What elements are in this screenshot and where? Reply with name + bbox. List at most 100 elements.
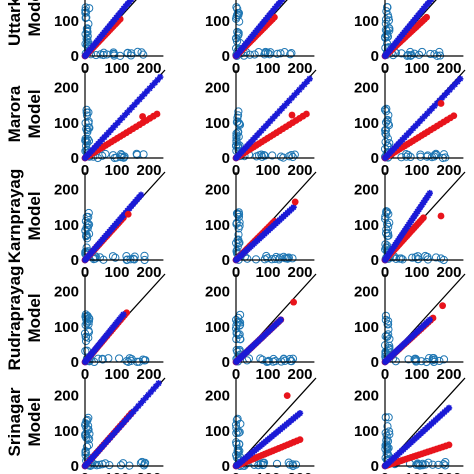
- observed-point: [83, 35, 92, 44]
- observed-point: [381, 118, 391, 127]
- observed-point: [384, 325, 393, 334]
- panel-r3-c1: 0 100 200 0 100 200: [205, 273, 317, 383]
- model-a-point: [437, 100, 445, 107]
- observed-point: [434, 460, 443, 469]
- model-b-point: [109, 431, 116, 439]
- y-tick-label: 0: [71, 458, 79, 474]
- model-b-point: [141, 90, 148, 98]
- observed-point: [392, 254, 401, 264]
- model-b-point: [296, 86, 303, 94]
- x-tick-label: 100: [404, 366, 429, 383]
- y-tick-label: 0: [371, 354, 379, 371]
- model-b-point: [445, 404, 453, 412]
- observed-point: [265, 50, 274, 59]
- observed-point: [82, 232, 91, 241]
- observed-point: [234, 28, 243, 37]
- observed-point: [382, 3, 392, 12]
- x-tick-label: 100: [404, 264, 429, 281]
- observed-point: [406, 152, 415, 162]
- observed-point: [251, 255, 261, 264]
- observed-point: [270, 254, 280, 264]
- panel-r3-c0: 0 100 200 0 100 200: [54, 273, 166, 383]
- observed-point: [286, 50, 295, 59]
- y-tick-label: 200: [354, 182, 379, 199]
- x-tick-label: 0: [381, 470, 389, 474]
- x-tick-label: 200: [287, 470, 312, 474]
- observed-point: [397, 49, 406, 58]
- model-b-point: [281, 102, 288, 110]
- model-b-point: [136, 96, 143, 103]
- model-b-point: [306, 75, 313, 82]
- observed-point: [430, 50, 439, 59]
- observed-point: [402, 152, 411, 161]
- x-tick-label: 100: [104, 366, 129, 383]
- model-b-point: [107, 126, 115, 134]
- x-tick-label: 0: [232, 470, 240, 474]
- x-tick-label: 0: [81, 264, 89, 281]
- observed-point: [272, 459, 282, 468]
- observed-point: [258, 355, 267, 364]
- observed-point: [414, 460, 423, 469]
- y-tick-label: 100: [54, 423, 79, 440]
- observed-point: [136, 458, 146, 468]
- observed-point: [382, 31, 391, 40]
- model-b-point: [267, 117, 274, 125]
- observed-point: [439, 355, 449, 364]
- observed-point: [233, 427, 242, 436]
- model-a-point: [291, 198, 299, 206]
- model-b-point: [438, 94, 446, 102]
- x-tick-label: 100: [255, 366, 280, 383]
- x-tick-label: 200: [287, 60, 312, 77]
- x-tick-label: 200: [136, 264, 161, 281]
- panel-r4-c1: 0 100 200 0 100 200: [205, 377, 317, 474]
- y-tick-label: 0: [371, 48, 379, 65]
- x-tick-label: 100: [255, 470, 280, 474]
- model-b-point: [290, 204, 297, 211]
- observed-point: [280, 356, 290, 365]
- observed-point: [242, 356, 252, 365]
- model-b-point: [150, 385, 157, 393]
- model-b-point: [416, 117, 424, 125]
- model-b-point: [457, 75, 464, 82]
- model-b-point: [443, 89, 451, 96]
- model-b-point: [116, 117, 124, 124]
- observed-point: [404, 355, 413, 364]
- model-b-point: [146, 85, 153, 92]
- observed-point: [236, 335, 245, 344]
- observed-point: [82, 442, 92, 451]
- model-b-point: [154, 76, 161, 84]
- observed-point: [381, 413, 390, 422]
- model-b-point: [113, 426, 121, 434]
- model-b-point: [112, 122, 119, 129]
- observed-point: [232, 218, 241, 227]
- model-b-point: [142, 394, 150, 401]
- y-tick-label: 0: [371, 458, 379, 474]
- row-label: Srinagar: [5, 387, 24, 456]
- model-a-point: [288, 111, 296, 119]
- model-b-point: [128, 104, 136, 111]
- model-b-point: [107, 434, 114, 441]
- observed-point: [411, 253, 420, 262]
- observed-point: [115, 354, 124, 363]
- observed-point: [381, 107, 391, 116]
- y-tick-label: 0: [71, 252, 79, 269]
- x-tick-label: 200: [136, 162, 161, 179]
- model-b-point: [288, 94, 296, 102]
- x-tick-label: 200: [136, 60, 161, 77]
- observed-point: [403, 150, 413, 160]
- model-b-point: [135, 402, 142, 410]
- observed-point: [385, 341, 394, 350]
- observed-point: [427, 153, 437, 162]
- observed-point: [127, 356, 136, 365]
- panel-r1-c2: 0 100 200 0 100 200: [354, 69, 466, 179]
- model-a-point: [423, 13, 430, 21]
- x-tick-label: 0: [232, 162, 240, 179]
- model-a-point: [139, 113, 147, 120]
- x-tick-label: 200: [287, 264, 312, 281]
- model-a-point: [296, 436, 304, 443]
- x-tick-label: 0: [81, 366, 89, 383]
- observed-point: [391, 357, 400, 366]
- observed-point: [415, 50, 424, 59]
- model-b-point: [120, 419, 128, 426]
